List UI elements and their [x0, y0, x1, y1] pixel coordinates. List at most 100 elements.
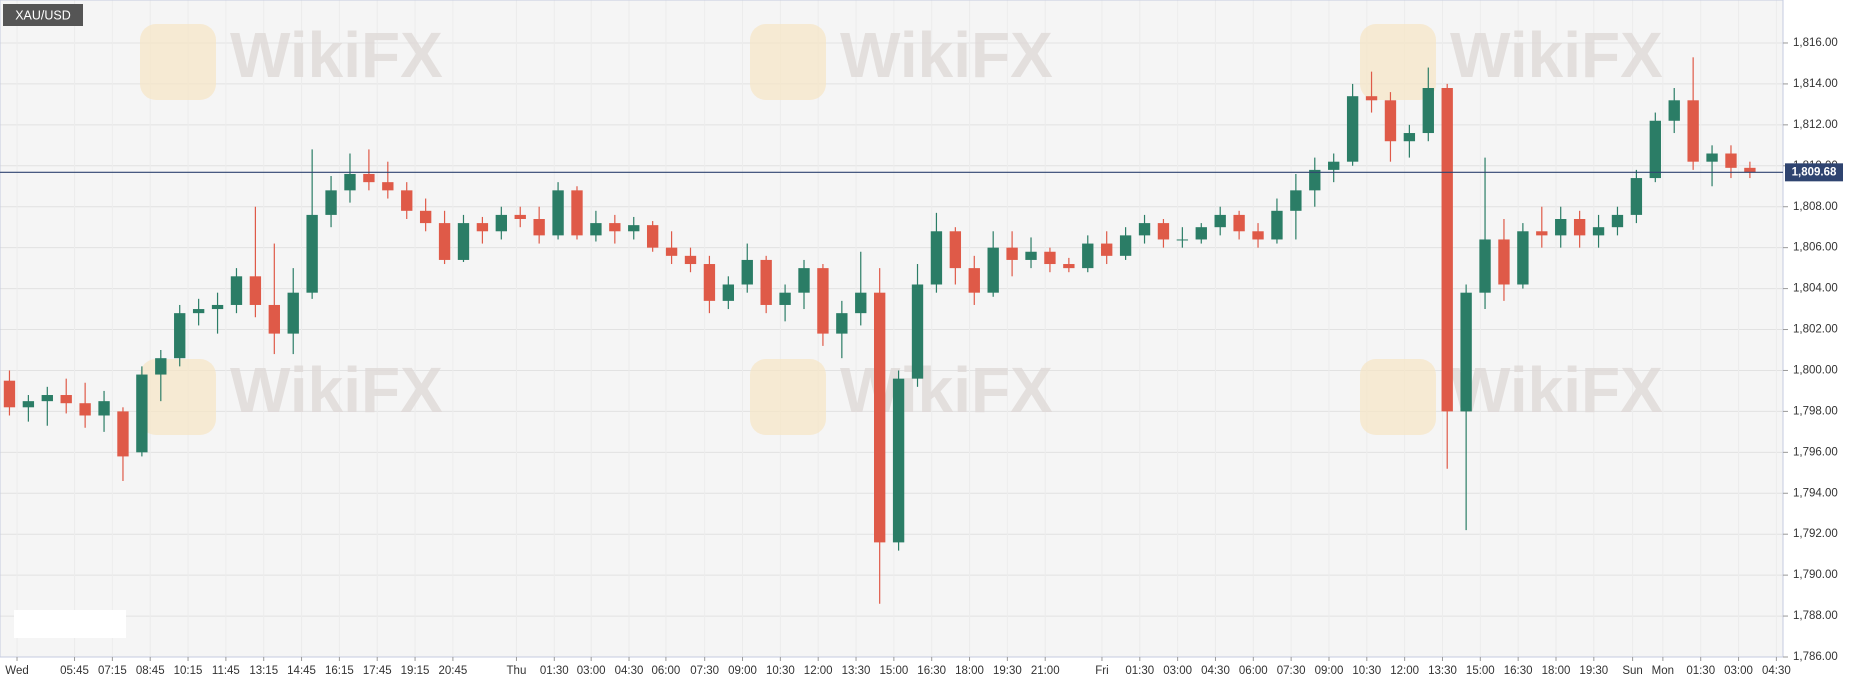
y-tick-label: 1,796.00 [1793, 446, 1838, 458]
x-tick-label: 04:30 [615, 665, 644, 677]
candle-body [155, 358, 167, 375]
x-tick-label: 12:00 [804, 665, 833, 677]
x-tick-label: 04:30 [1201, 665, 1230, 677]
candle-body [1744, 167, 1756, 173]
candle-body [930, 231, 943, 285]
y-tick-label: 1,800.00 [1793, 364, 1838, 376]
candle-body [174, 313, 186, 359]
candle-body [325, 190, 337, 215]
x-tick-label: 07:15 [98, 665, 127, 677]
candle-body [1157, 223, 1170, 240]
candle-body [855, 292, 867, 314]
grid [0, 42, 1783, 658]
x-tick-label: 19:30 [1579, 665, 1608, 677]
candle-body [1479, 239, 1491, 293]
candle-body [571, 190, 583, 236]
y-tick-label: 1,816.00 [1793, 37, 1838, 49]
x-tick-label: 18:00 [1542, 665, 1571, 677]
candle-body [1025, 251, 1037, 260]
candle-body [1649, 120, 1661, 179]
candle-body [363, 173, 375, 183]
candle-body [760, 259, 772, 305]
candle-body [1346, 96, 1359, 162]
candle-body [1384, 100, 1397, 142]
candle-body [1309, 169, 1321, 191]
x-tick-label: 13:30 [842, 665, 871, 677]
symbol-label: XAU/USD [15, 8, 71, 22]
watermark: WikiFX [1450, 19, 1663, 91]
x-tick-label: 07:30 [690, 665, 719, 677]
candle-body [136, 374, 148, 453]
x-tick-label: 14:45 [287, 665, 316, 677]
blank-box [14, 610, 126, 638]
axes: 1,786.00 1,788.00 1,790.00 1,792.00 1,794.00… [0, 37, 1843, 677]
candle-body [533, 219, 545, 236]
x-tick-label: 03:00 [577, 665, 606, 677]
watermark: WikiFX [1450, 354, 1663, 426]
candle-body [249, 276, 262, 305]
watermark: WikiFX [230, 354, 443, 426]
candle-body [590, 223, 602, 236]
candle-body [79, 403, 91, 416]
watermarks: WikiFX WikiFX WikiFX WikiFX WikiFX WikiFX [140, 19, 1663, 435]
candle-body [1233, 214, 1245, 232]
candle-body [684, 255, 697, 265]
candle-body [401, 190, 413, 211]
x-tick-label: 03:00 [1163, 665, 1192, 677]
candle-body [665, 247, 678, 256]
candle-body [287, 292, 299, 334]
candle-body [457, 223, 470, 260]
x-tick-label: 05:45 [60, 665, 89, 677]
watermark: WikiFX [230, 19, 443, 91]
watermark-logo [140, 24, 216, 100]
candle-body [1611, 214, 1624, 228]
candle-body [874, 292, 886, 543]
candle-body [968, 268, 980, 293]
candle-body [609, 223, 621, 232]
symbol-badge [3, 4, 83, 26]
candle-body [1195, 227, 1207, 240]
candle-body [703, 264, 716, 301]
y-tick-label: 1,802.00 [1793, 324, 1838, 336]
x-tick-label: Wed [5, 665, 28, 677]
watermark-logo [140, 359, 216, 435]
candle-body [798, 268, 810, 293]
candle-body [268, 304, 280, 334]
candle-body [211, 304, 224, 310]
x-tick-label: 16:30 [1504, 665, 1533, 677]
candle-body [306, 214, 318, 293]
candle-body [514, 214, 526, 219]
x-tick-label: 13:15 [249, 665, 278, 677]
x-tick-label: 09:00 [1315, 665, 1344, 677]
y-tick-label: 1,804.00 [1793, 283, 1838, 295]
candle-body [1460, 292, 1472, 412]
x-tick-label: Thu [507, 665, 527, 677]
x-tick-label: 11:45 [212, 665, 240, 677]
candle-body [1725, 153, 1737, 168]
candle-body [1555, 219, 1567, 236]
watermark-logo [1360, 24, 1436, 100]
candle-body [1536, 231, 1548, 236]
candle-body [98, 401, 110, 416]
x-tick-label: Sun [1622, 665, 1642, 677]
candle-body [438, 223, 451, 260]
watermark-logo [750, 359, 826, 435]
last-price-badge [1785, 163, 1843, 182]
y-tick-label: 1,808.00 [1793, 201, 1838, 213]
candle-body [1101, 243, 1113, 256]
candle-body [117, 411, 129, 457]
candle-body [1441, 88, 1453, 412]
watermark-logo [1360, 359, 1436, 435]
watermark: WikiFX [840, 354, 1053, 426]
candle-body [192, 309, 205, 314]
candle-body [949, 231, 962, 269]
x-tick-label: 16:30 [917, 665, 946, 677]
x-tick-label: 01:30 [1125, 665, 1154, 677]
x-tick-label: Mon [1652, 665, 1674, 677]
candle-body [1498, 239, 1510, 285]
candle-body [628, 225, 640, 232]
candle-body [722, 284, 735, 301]
candle-body [1290, 190, 1302, 211]
watermark-logo [750, 24, 826, 100]
